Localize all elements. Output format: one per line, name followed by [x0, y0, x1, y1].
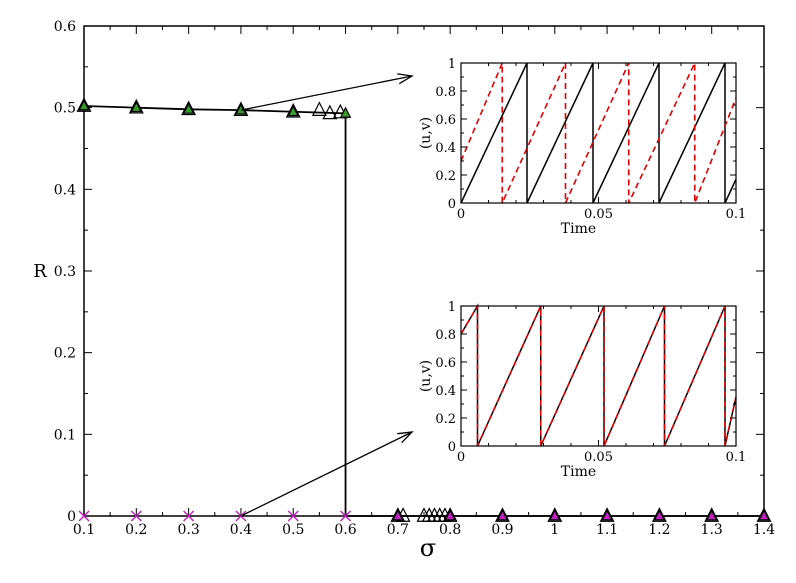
x-axis-label: σ: [420, 534, 436, 562]
inset-y-tick-label: 1: [448, 300, 456, 315]
annotation-arrowhead: [397, 73, 414, 85]
inset-y-tick-label: 0.8: [435, 328, 456, 343]
series-u-solid: [460, 62, 737, 204]
green-triangle-marker: [287, 104, 300, 117]
green-triangle-marker: [182, 102, 195, 114]
green-triangle-marker: [339, 106, 352, 118]
x-marker-stroke: [183, 510, 195, 522]
x-marker-stroke: [340, 510, 352, 522]
x-marker: [287, 510, 299, 522]
y-tick-label: 0.1: [54, 427, 76, 443]
magenta-triangle-marker: [444, 509, 456, 521]
x-tick-label: 0.7: [387, 522, 409, 538]
magenta-triangle-marker: [705, 509, 718, 521]
x-tick-label: 1: [550, 522, 559, 538]
magenta-triangle-marker: [392, 509, 404, 521]
open-triangle-marker: [76, 97, 92, 112]
inset-y-tick-label: 0.6: [435, 113, 456, 128]
x-marker: [78, 510, 90, 522]
x-tick-label: 1.3: [701, 522, 723, 538]
y-tick-label: 0.3: [54, 264, 76, 280]
inset-background: [457, 57, 742, 205]
inset-plot-bottom: 0 0.05 0.1 0 0.2 0.4 0.6 0.8 1 Time (u,v): [418, 300, 746, 480]
x-tick-label: 1.1: [596, 522, 618, 538]
inset-x-axis-label: Time: [561, 464, 596, 480]
inset-plot-top: 0 0.05 0.1 0 0.2 0.4 0.6 0.8 1 Time (u,v): [418, 57, 746, 237]
y-tick-label: 0.5: [54, 101, 76, 117]
inset-x-axis-label: Time: [561, 221, 596, 237]
open-triangle-marker: [285, 102, 301, 118]
inset-y-tick-label: 0.8: [435, 85, 456, 100]
x-tick-label: 0.9: [491, 522, 513, 538]
magenta-triangle-marker: [548, 509, 561, 521]
annotation-arrow-line: [240, 431, 413, 517]
y-tick-label: 0: [67, 509, 76, 525]
open-triangle-marker: [599, 507, 615, 522]
magenta-triangle-marker: [496, 509, 509, 521]
magenta-triangle-marker: [653, 509, 666, 521]
inset-y-tick-label: 1: [448, 57, 456, 72]
open-triangle-marker: [128, 98, 144, 114]
inset-x-tick-label: 0: [457, 207, 465, 222]
open-triangle-marker: [494, 507, 510, 522]
series-u-solid: [460, 303, 737, 447]
y-axis-label: R: [33, 261, 47, 282]
open-triangle-marker: [704, 507, 720, 522]
magenta-triangle-marker: [601, 509, 613, 521]
open-triangle-marker: [651, 507, 667, 522]
x-marker: [130, 510, 142, 522]
x-marker: [340, 510, 352, 522]
open-triangle-marker: [181, 100, 197, 116]
x-marker-stroke: [78, 510, 90, 522]
x-tick-label: 0.2: [125, 522, 147, 538]
annotation-arrow-line: [240, 75, 413, 111]
open-triangle-marker: [547, 507, 563, 522]
main-plot: 0.1 0.2 0.3 0.4 0.5 0.6 0.7 0.8 0.9 1 1.1 1.2 1.3 1.4…: [33, 19, 775, 562]
green-triangle-marker: [78, 99, 90, 111]
inset-x-tick-label: 0.1: [726, 450, 747, 465]
inset-y-tick-label: 0.2: [435, 412, 456, 427]
x-tick-label: 0.5: [282, 522, 304, 538]
x-tick-label: 1.2: [648, 522, 670, 538]
y-tick-label: 0.4: [54, 182, 76, 198]
x-marker-stroke: [287, 510, 299, 522]
inset-y-tick-label: 0.6: [435, 356, 456, 371]
inset-y-tick-label: 0: [448, 197, 456, 212]
inset-y-tick-label: 0.2: [435, 169, 456, 184]
inset-x-tick-label: 0.05: [584, 207, 613, 222]
inset-y-axis-label: (u,v): [418, 360, 434, 392]
open-triangle-marker: [756, 507, 772, 522]
open-triangle-marker: [311, 101, 327, 116]
inset-y-axis-label: (u,v): [418, 117, 434, 149]
green-triangle-marker: [130, 100, 143, 113]
inset-y-tick-label: 0: [448, 440, 456, 455]
inset-y-tick-label: 0.4: [435, 141, 456, 156]
inset-x-tick-label: 0.1: [726, 207, 747, 222]
x-tick-label: 0.6: [334, 522, 356, 538]
magenta-triangle-marker: [758, 509, 770, 521]
annotation-arrowhead: [397, 431, 414, 444]
x-tick-label: 0.8: [439, 522, 461, 538]
inset-x-tick-label: 0.05: [584, 450, 613, 465]
x-marker: [183, 510, 195, 522]
inset-y-tick-label: 0.4: [435, 384, 456, 399]
y-tick-label: 0.6: [54, 19, 76, 35]
y-tick-label: 0.2: [54, 346, 76, 362]
open-triangle-marker: [442, 507, 458, 522]
open-triangle-marker: [322, 104, 338, 120]
x-tick-label: 0.3: [177, 522, 199, 538]
inset-x-tick-label: 0: [457, 450, 465, 465]
x-tick-label: 0.1: [73, 522, 95, 538]
x-tick-label: 1.4: [753, 522, 775, 538]
annotation-arrows: [240, 73, 414, 517]
x-tick-label: 0.4: [230, 522, 252, 538]
inset-background: [457, 300, 742, 448]
x-marker-stroke: [130, 510, 142, 522]
